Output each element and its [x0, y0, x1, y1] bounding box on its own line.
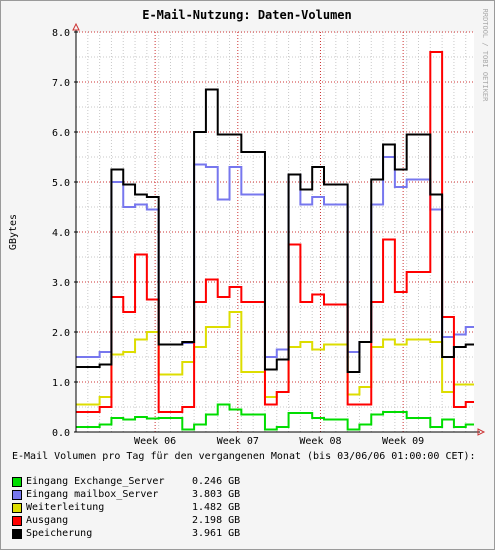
x-tick-label: Week 08 [299, 436, 341, 447]
chart-title: E-Mail-Nutzung: Daten-Volumen [142, 8, 352, 22]
legend-label: Ausgang [26, 515, 69, 526]
legend-value: 1.482 GB [192, 502, 241, 513]
series-line-3 [76, 51, 474, 413]
legend-label: Speicherung [26, 528, 93, 539]
legend-swatch [12, 529, 22, 539]
legend-swatch [12, 503, 22, 513]
legend-swatch [12, 490, 22, 500]
legend-title: E-Mail Volumen pro Tag für den vergangen… [12, 451, 476, 462]
y-axis-arrow [72, 22, 80, 31]
tick-labels: 0.0 1.0 2.0 3.0 4.0 5.0 6.0 7.0 8.0 Week 06 Week 0… [52, 28, 424, 447]
legend-value: 3.803 GB [192, 489, 241, 500]
legend-value: 3.961 GB [192, 528, 241, 539]
y-axis-label: GBytes [8, 214, 19, 250]
legend-label: Weiterleitung [26, 502, 105, 513]
chart-svg: E-Mail-Nutzung: Daten-Volumen GBytes RRD… [8, 8, 489, 447]
x-tick-label: Week 06 [134, 436, 176, 447]
legend-label: Eingang Exchange_Server [26, 476, 165, 487]
legend-label: Eingang mailbox_Server [26, 489, 159, 500]
legend-value: 2.198 GB [192, 515, 241, 526]
legend-value: 0.246 GB [192, 476, 241, 487]
series-line-4 [76, 88, 474, 373]
y-tick-label: 7.0 [52, 78, 70, 89]
series-line-1 [76, 156, 474, 358]
axes [72, 22, 486, 436]
y-tick-label: 5.0 [52, 178, 70, 189]
y-tick-label: 1.0 [52, 378, 70, 389]
y-tick-label: 8.0 [52, 28, 70, 39]
series-lines [76, 51, 474, 431]
y-tick-label: 6.0 [52, 128, 70, 139]
series-line-0 [76, 403, 474, 431]
x-tick-label: Week 07 [217, 436, 259, 447]
legend-swatch [12, 516, 22, 526]
y-tick-label: 0.0 [52, 428, 70, 439]
watermark: RRDTOOL / TOBI OETIKER [481, 9, 489, 103]
legend-swatch [12, 477, 22, 487]
y-tick-label: 3.0 [52, 278, 70, 289]
x-axis-arrow [477, 428, 486, 436]
y-tick-label: 4.0 [52, 228, 70, 239]
y-tick-label: 2.0 [52, 328, 70, 339]
x-tick-label: Week 09 [382, 436, 424, 447]
